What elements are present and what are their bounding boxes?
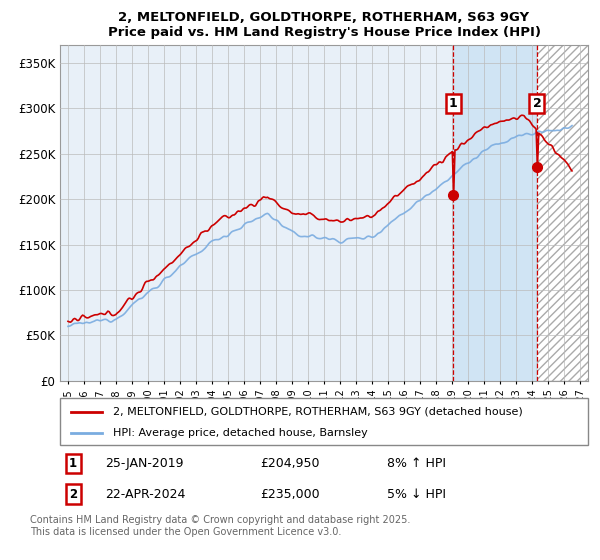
Text: 2: 2 (69, 488, 77, 501)
Bar (453, 45, 537, 381)
Text: 8% ↑ HPI: 8% ↑ HPI (388, 457, 446, 470)
Title: 2, MELTONFIELD, GOLDTHORPE, ROTHERHAM, S63 9GY
Price paid vs. HM Land Registry's: 2, MELTONFIELD, GOLDTHORPE, ROTHERHAM, S… (107, 11, 541, 39)
Bar (537, 45, 591, 381)
Bar (537, 45, 591, 381)
Text: Contains HM Land Registry data © Crown copyright and database right 2025.
This d: Contains HM Land Registry data © Crown c… (30, 515, 410, 537)
Text: 22-APR-2024: 22-APR-2024 (105, 488, 185, 501)
Text: 2: 2 (533, 97, 541, 110)
Text: HPI: Average price, detached house, Barnsley: HPI: Average price, detached house, Barn… (113, 428, 368, 438)
Text: 2, MELTONFIELD, GOLDTHORPE, ROTHERHAM, S63 9GY (detached house): 2, MELTONFIELD, GOLDTHORPE, ROTHERHAM, S… (113, 407, 523, 417)
Text: 5% ↓ HPI: 5% ↓ HPI (388, 488, 446, 501)
Text: 1: 1 (449, 97, 457, 110)
Text: 25-JAN-2019: 25-JAN-2019 (105, 457, 184, 470)
Text: 1: 1 (69, 457, 77, 470)
Text: £235,000: £235,000 (260, 488, 320, 501)
Text: £204,950: £204,950 (260, 457, 320, 470)
